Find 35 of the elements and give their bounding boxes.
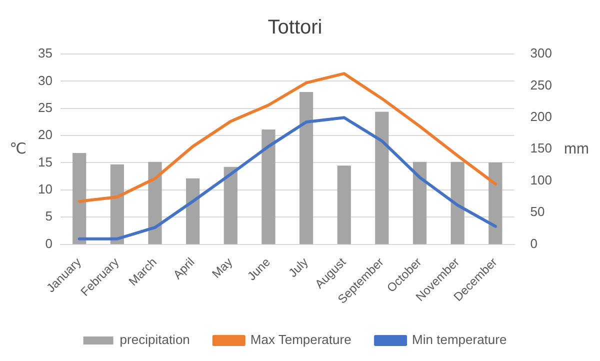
y-tick-label: 10 [38,182,52,197]
bar [412,162,427,244]
bar [224,166,238,244]
bar [72,152,86,244]
legend-label: precipitation [120,332,190,348]
y-tick-label: 25 [38,100,52,115]
legend-label: Min temperature [412,332,507,348]
y-tick-label: 30 [38,72,52,88]
bar [337,166,351,244]
x-tick-label: July [286,254,311,280]
bar [450,162,464,244]
y-axis-title: ℃ [10,140,26,158]
y2-tick-label: 300 [530,46,552,61]
bar [110,164,124,244]
x-tick-label: May [209,254,236,281]
bar [186,178,200,244]
bar [148,162,162,244]
chart-title: Tottori [268,16,322,39]
y-tick-label: 20 [38,127,52,142]
y2-tick-label: 150 [530,140,552,156]
y-tick-label: 0 [45,236,52,251]
bar [262,129,276,244]
y2-tick-label: 200 [530,109,552,124]
legend-label: Max Temperature [250,332,352,348]
y2-tick-label: 50 [530,204,545,220]
bar [299,92,314,244]
y2-tick-label: 250 [530,77,552,92]
bar [488,162,502,244]
y2-axis-title: mm [564,140,589,158]
y-tick-label: 15 [38,154,52,170]
y2-tick-label: 100 [530,172,552,188]
y-tick-label: 5 [45,208,52,224]
y-tick-label: 35 [38,46,52,61]
y2-tick-label: 0 [530,236,538,251]
bar [375,112,389,244]
